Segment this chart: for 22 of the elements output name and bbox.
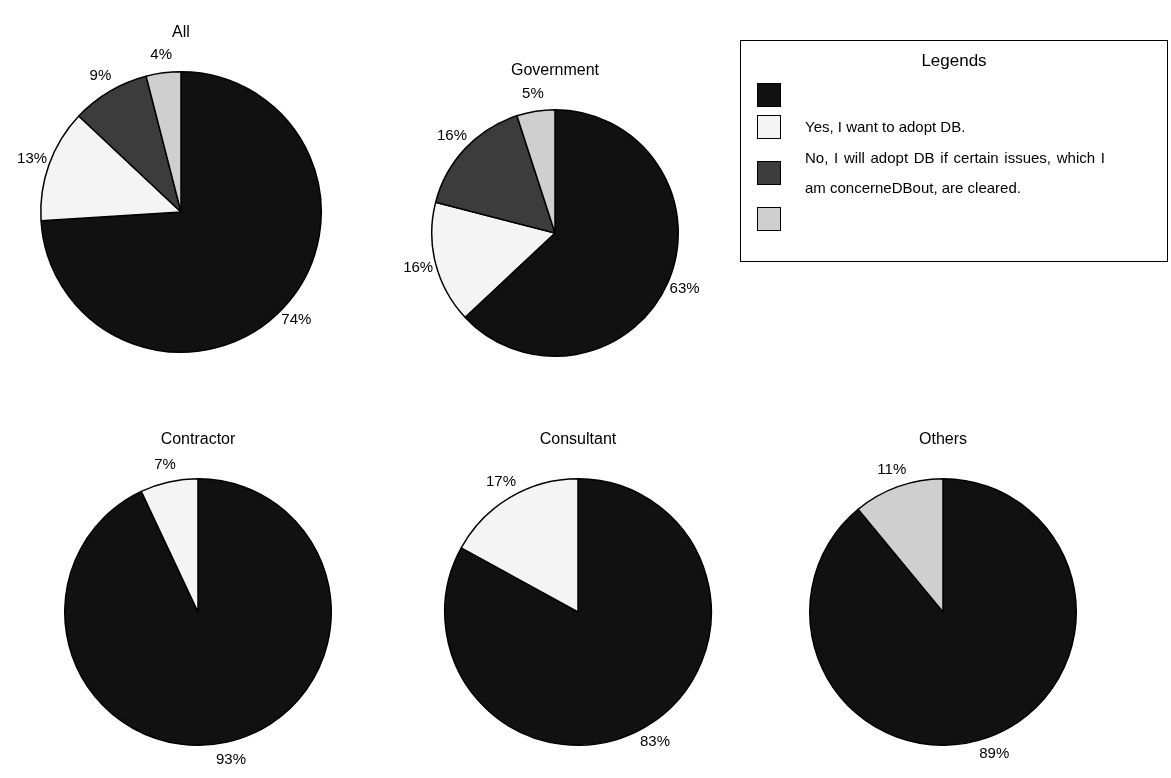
legend-label: No, I will adopt DB if certain issues, which I am concerneDBout, are cleared. xyxy=(805,148,1105,198)
data-label: 63% xyxy=(669,279,700,297)
data-label: 89% xyxy=(979,744,1010,762)
data-label: 83% xyxy=(639,732,671,750)
data-label: 93% xyxy=(215,749,247,767)
legend-label: Yes, I want to adopt DB. xyxy=(805,117,967,137)
data-label: 11% xyxy=(877,459,907,477)
text: Government xyxy=(509,61,600,79)
data-label: 5% xyxy=(522,83,544,101)
data-label: 13% xyxy=(17,148,48,166)
data-label: 7% xyxy=(154,454,176,472)
data-label: 9% xyxy=(89,65,112,83)
data-label: 17% xyxy=(485,471,517,489)
chart-title: All xyxy=(171,23,191,41)
chart-title: Others xyxy=(918,430,968,448)
data-label: 74% xyxy=(281,310,312,328)
chart-title: Contractor xyxy=(159,430,237,448)
legend-title: Legends xyxy=(920,51,988,71)
chart-title: Consultant xyxy=(538,430,618,448)
data-label: 16% xyxy=(437,126,468,144)
data-label: 16% xyxy=(403,258,434,276)
data-label: 4% xyxy=(150,45,173,63)
